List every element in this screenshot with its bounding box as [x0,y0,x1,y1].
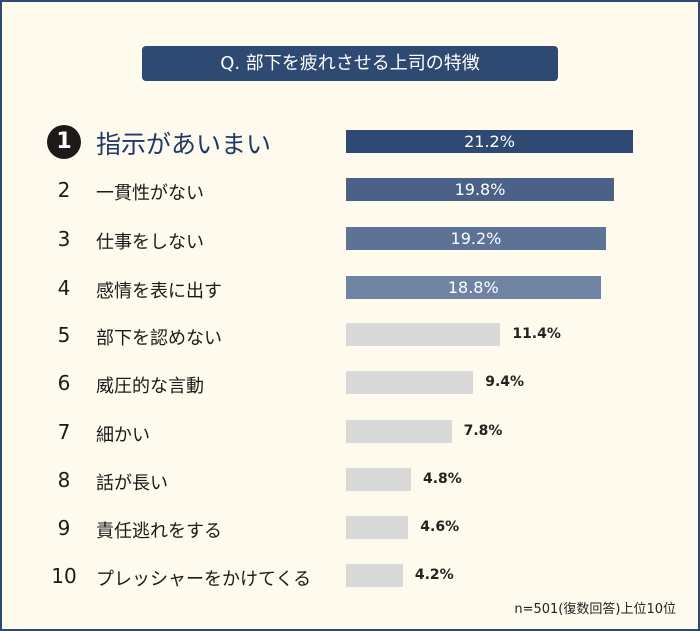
category-label: 一貫性がない [96,183,204,204]
category-label: 細かい [96,425,150,446]
category-label: 話が長い [96,473,168,494]
data-label: 4.2% [414,567,454,583]
data-label: 18.8% [447,278,499,297]
bar-row: 9 責任逃れをする 4.6% [0,508,700,548]
bar-row: 4 感情を表に出す 18.8% [0,268,700,308]
data-label: 7.8% [463,423,503,439]
bar [346,420,452,443]
sample-note: n=501(復数回答)上位10位 [514,602,676,617]
bar-row: 3 仕事をしない 19.2% [0,219,700,259]
bar [346,227,606,250]
rank-label: 9 [57,516,71,540]
category-label: 威圧的な言動 [96,376,204,397]
data-label: 4.8% [422,471,462,487]
bar [346,564,403,587]
bar [346,323,501,346]
bar-row: 6 威圧的な言動 9.4% [0,363,700,403]
category-label: プレッシャーをかけてくる [96,569,312,590]
chart-title: Q. 部下を疲れさせる上司の特徴 [142,46,558,81]
rank-label: 8 [57,468,71,492]
rank-label: 4 [57,276,71,300]
rank-label: 6 [57,371,71,395]
bar-row: 1 指示があいまい 21.2% [0,122,700,162]
data-label: 19.2% [450,229,502,248]
bar-row: 7 細かい 7.8% [0,412,700,452]
bar-row: 10 プレッシャーをかけてくる 4.2% [0,556,700,596]
bar [346,130,633,153]
category-label: 感情を表に出す [96,281,222,302]
bar-row: 8 話が長い 4.8% [0,460,700,500]
bar [346,178,615,201]
category-label: 部下を認めない [96,328,222,349]
category-label: 仕事をしない [96,232,204,253]
category-label: 責任逃れをする [96,521,222,542]
rank-label: 3 [57,227,71,251]
data-label: 9.4% [485,374,525,390]
rank-label: 7 [57,420,71,444]
rank-label: 1 [47,125,81,159]
data-label: 4.6% [420,519,460,535]
bar [346,276,601,299]
rank-label: 2 [57,178,71,202]
rank-label: 10 [51,564,77,588]
bar-row: 2 一貫性がない 19.8% [0,170,700,210]
category-label: 指示があいまい [96,130,272,159]
data-label: 21.2% [464,132,515,151]
data-label: 19.8% [454,180,506,199]
bar [346,468,411,491]
rank-label: 5 [57,323,71,347]
bar [346,371,474,394]
bar-row: 5 部下を認めない 11.4% [0,315,700,355]
bar [346,516,409,539]
data-label: 11.4% [512,326,561,342]
